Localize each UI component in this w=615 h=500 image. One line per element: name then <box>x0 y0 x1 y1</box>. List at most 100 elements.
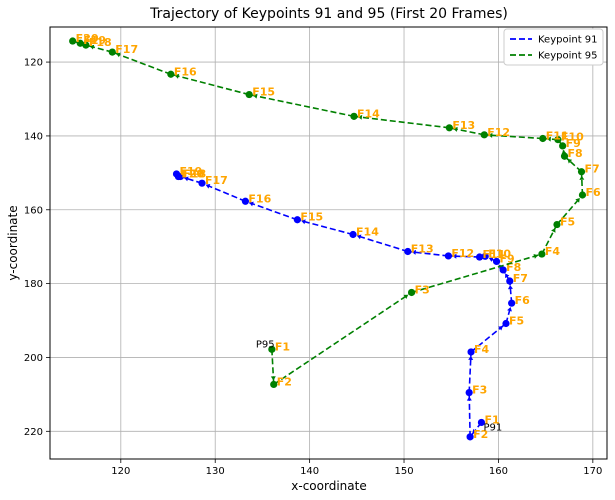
y-tick-label: 120 <box>24 58 43 69</box>
direction-arrow <box>466 396 472 401</box>
frame-label: F18 <box>89 36 112 49</box>
frame-label: F14 <box>356 226 379 239</box>
data-point <box>445 124 453 132</box>
direction-arrow <box>579 175 585 180</box>
frame-label: F11 <box>546 130 569 143</box>
frame-label: F9 <box>566 137 581 150</box>
frame-label: F13 <box>452 119 475 132</box>
series-layer: F1F2F3F4F5F6F7F8F9F10F11F12F13F14F15F16F… <box>69 32 601 441</box>
data-point <box>76 39 84 47</box>
data-point <box>167 70 175 78</box>
data-point <box>350 112 358 120</box>
axis-ticks: 120 130 140 150 160 170 120 140 160 180 200 220 <box>24 58 602 477</box>
direction-arrow <box>253 93 258 99</box>
data-point <box>577 168 586 176</box>
data-point <box>268 345 276 353</box>
data-point <box>466 433 474 441</box>
frame-label: F12 <box>487 126 510 139</box>
frame-label: F3 <box>415 283 430 296</box>
data-point <box>480 131 488 139</box>
frame-label: F15 <box>300 211 323 224</box>
legend-entry-label: Keypoint 91 <box>538 35 598 46</box>
frame-label: F14 <box>357 107 380 120</box>
trajectory-segment <box>297 218 354 236</box>
y-tick-label: 200 <box>24 353 43 364</box>
data-point <box>506 277 514 285</box>
data-point <box>578 191 587 199</box>
data-point <box>245 90 253 99</box>
trajectory-segment <box>170 73 250 96</box>
data-point <box>554 136 562 144</box>
frame-label: F6 <box>515 294 531 307</box>
frame-label: F3 <box>472 384 487 397</box>
direction-arrow <box>488 132 493 138</box>
legend-box <box>503 28 604 66</box>
trajectory-segment <box>484 134 543 140</box>
direction-arrow <box>498 326 503 331</box>
frame-label: F18 <box>183 168 206 181</box>
data-point <box>475 253 484 261</box>
direction-arrow <box>551 228 556 233</box>
frame-label: F5 <box>509 314 524 327</box>
data-point <box>270 380 278 389</box>
frame-label: F16 <box>174 65 197 78</box>
direction-arrow <box>507 307 512 312</box>
data-point <box>241 197 250 205</box>
grid <box>50 27 607 459</box>
direction-arrow <box>505 273 510 279</box>
data-point <box>477 418 486 427</box>
frame-label: F8 <box>568 147 583 160</box>
data-point <box>349 230 357 239</box>
y-tick-label: 220 <box>24 427 43 438</box>
data-point <box>508 299 516 307</box>
frame-label: F2 <box>473 428 488 441</box>
frame-label: F11 <box>483 248 506 261</box>
trajectory-segment <box>273 291 413 386</box>
direction-arrow <box>356 234 362 240</box>
plot-area <box>49 26 608 460</box>
start-point-label: P95 <box>256 339 275 350</box>
direction-arrow <box>270 376 276 381</box>
direction-arrow <box>507 285 513 290</box>
data-point <box>174 172 182 181</box>
direction-arrow <box>205 183 211 189</box>
direction-arrow <box>468 355 474 361</box>
frame-label: F7 <box>585 163 600 176</box>
direction-arrow <box>357 114 363 120</box>
direction-arrow <box>174 73 180 79</box>
frame-label: F1 <box>275 340 290 353</box>
frame-label: F4 <box>545 245 561 258</box>
direction-arrow <box>411 249 417 255</box>
frame-label: F19 <box>83 34 106 47</box>
frame-label: F20 <box>76 32 99 45</box>
trajectory-segment <box>563 155 583 173</box>
frame-label: F7 <box>513 272 528 285</box>
x-axis-label: x-coordinate <box>291 479 366 493</box>
data-point <box>198 179 206 187</box>
frame-label: F17 <box>205 174 228 187</box>
frame-label: F17 <box>115 43 138 56</box>
frame-label: F4 <box>474 343 490 356</box>
frame-label: F9 <box>500 252 515 265</box>
trajectory-segment <box>411 253 543 294</box>
frame-label: F19 <box>180 165 203 178</box>
frame-label: F2 <box>277 375 292 388</box>
data-point <box>293 216 301 224</box>
frame-label: F10 <box>561 131 584 144</box>
data-point <box>539 134 547 143</box>
y-tick-label: 180 <box>24 279 43 290</box>
y-tick-label: 160 <box>24 205 43 216</box>
frame-label: F6 <box>585 186 601 199</box>
frame-label: F20 <box>181 168 204 181</box>
data-point <box>465 388 473 397</box>
direction-arrow <box>89 44 95 50</box>
frame-label: F10 <box>488 247 511 260</box>
trajectory-segment <box>352 233 409 253</box>
frame-label: F12 <box>451 247 474 260</box>
data-point <box>108 48 116 56</box>
y-tick-label: 140 <box>24 131 43 142</box>
frame-label: F13 <box>411 242 434 255</box>
data-point <box>444 252 452 260</box>
legend-entry-label: Keypoint 95 <box>538 51 598 62</box>
